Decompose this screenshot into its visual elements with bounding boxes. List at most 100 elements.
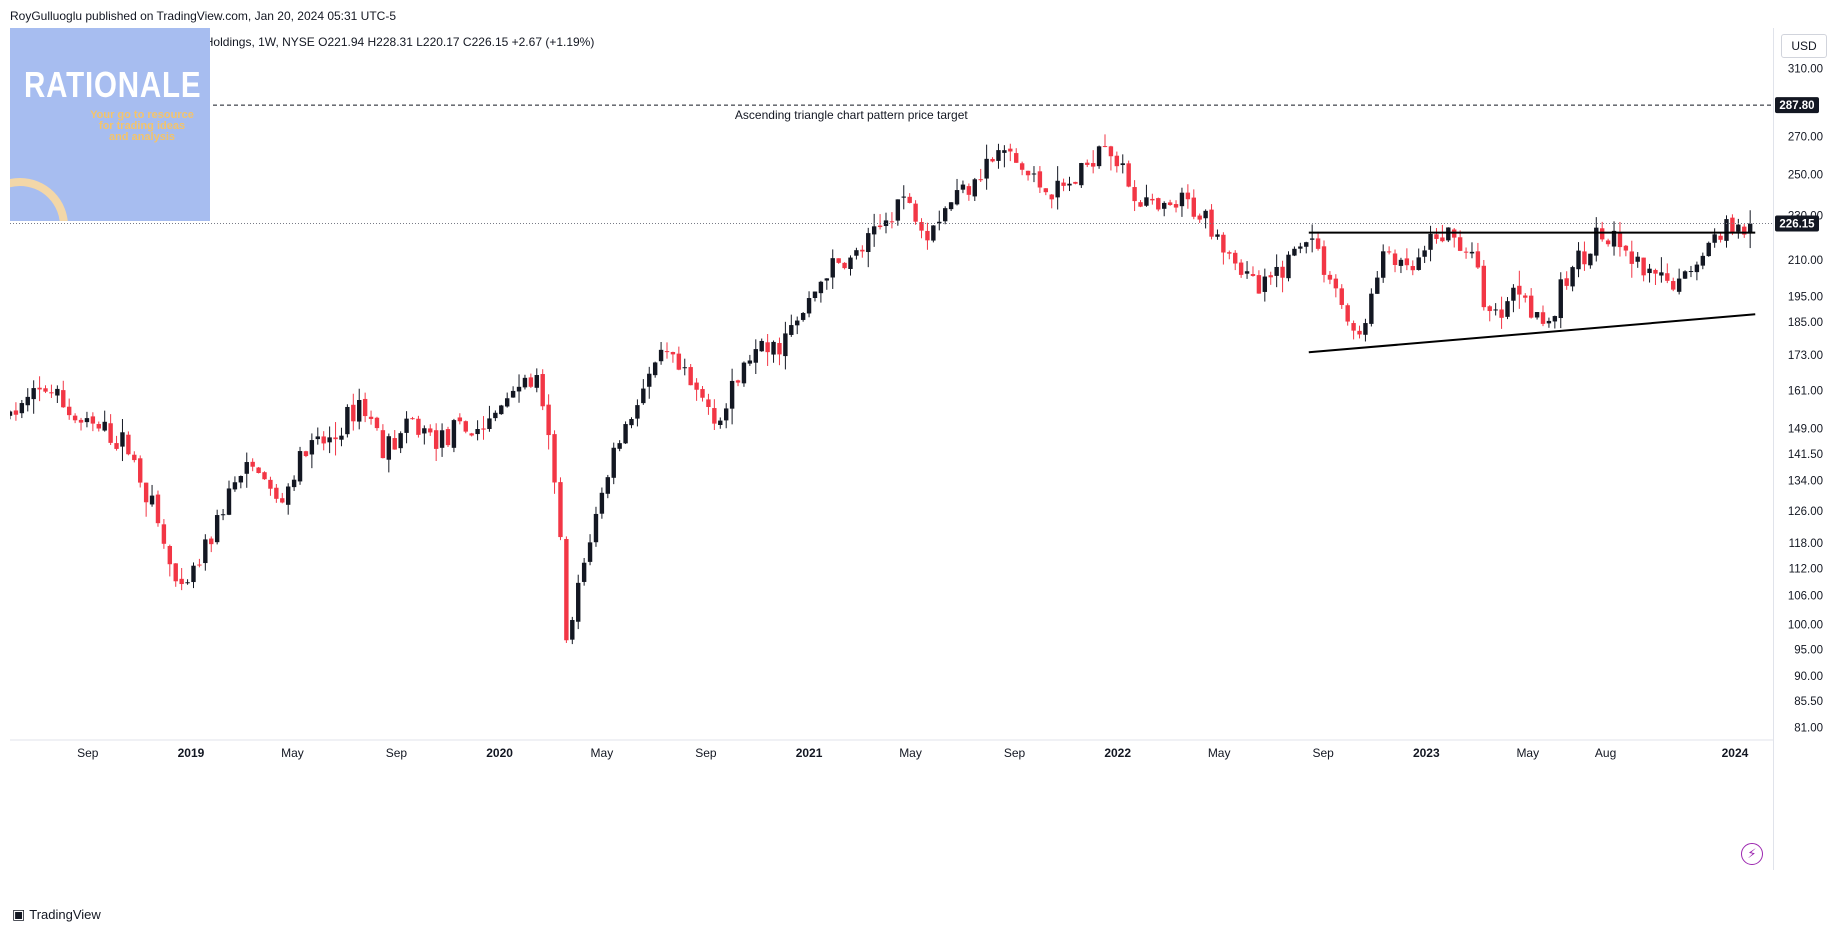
candle-body [842, 262, 847, 269]
candle [712, 399, 717, 430]
candle [1671, 277, 1676, 292]
candle-body [1706, 242, 1711, 257]
candle [735, 379, 741, 387]
candle-body [528, 377, 534, 387]
x-tick-label: 2022 [1104, 746, 1131, 760]
candle-body [723, 408, 729, 421]
lightning-icon[interactable]: ⚡ [1741, 843, 1763, 865]
candle-body [1665, 273, 1670, 281]
y-tick-label: 106.00 [1788, 591, 1823, 603]
candle [688, 363, 693, 386]
candle-body [1185, 192, 1191, 200]
candle [996, 143, 1001, 169]
candle [203, 534, 208, 571]
candle [883, 212, 889, 234]
candle [1014, 148, 1019, 163]
candle [309, 433, 315, 469]
candle [1398, 257, 1404, 274]
candle [1238, 259, 1244, 278]
candle-body [398, 433, 403, 449]
candle-body [1469, 251, 1475, 254]
candle [676, 346, 682, 371]
candle [1002, 145, 1007, 168]
candle [629, 417, 634, 429]
candle-body [1268, 275, 1273, 278]
support-trendline[interactable] [1308, 313, 1756, 354]
candle-body [599, 492, 605, 514]
candle [647, 366, 652, 399]
candle [984, 144, 989, 190]
x-tick-label: 2020 [486, 746, 513, 760]
candle [540, 369, 545, 411]
candle [966, 183, 972, 201]
candle-body [676, 353, 682, 370]
candle-body [351, 404, 356, 422]
candle [108, 414, 113, 446]
candle [1008, 143, 1013, 162]
candle [78, 417, 84, 431]
candle-body [1463, 251, 1469, 253]
candle-body [694, 382, 699, 390]
currency-label[interactable]: USD [1781, 34, 1827, 58]
candle [658, 342, 664, 365]
candle-body [1292, 248, 1297, 256]
candle [499, 404, 504, 415]
candle [1144, 184, 1149, 207]
candle-body [581, 562, 587, 582]
candle [889, 212, 895, 229]
candle-body [1688, 271, 1694, 273]
candle-body [889, 221, 895, 223]
candle-body [1428, 233, 1433, 250]
price-axis[interactable]: 310.00270.00250.00230.00210.00195.00185.… [1773, 28, 1835, 870]
candle-body [1250, 274, 1256, 276]
candle [1150, 193, 1155, 205]
candle-body [635, 405, 640, 419]
candle-body [132, 454, 137, 461]
candle-body [812, 291, 818, 299]
candle-body [1599, 228, 1605, 240]
candle-body [1523, 295, 1528, 298]
candle [481, 416, 486, 440]
candle-body [1724, 219, 1729, 241]
target-price-badge-bg [1775, 97, 1819, 114]
candle-body [1386, 251, 1392, 253]
candle-body [1191, 197, 1196, 217]
candle-body [682, 367, 687, 369]
candle [504, 392, 510, 408]
candle [297, 446, 303, 485]
candle-body [1410, 266, 1415, 271]
candle [422, 425, 427, 445]
candle-body [522, 377, 528, 388]
y-tick-label: 161.00 [1788, 385, 1823, 397]
candle [1043, 188, 1049, 196]
candle-body [1256, 275, 1262, 294]
candle [925, 222, 930, 250]
candle-body [55, 388, 60, 396]
candle [694, 378, 699, 401]
candle-body [540, 374, 545, 407]
candle [605, 474, 611, 499]
candle-body [1487, 306, 1492, 312]
candle [327, 426, 332, 454]
candle [244, 452, 249, 488]
candle-body [806, 298, 812, 314]
x-tick-label: Sep [695, 746, 717, 760]
candle [635, 399, 640, 427]
candle [972, 177, 977, 201]
candle [72, 413, 78, 424]
footer-brand[interactable]: ▣ TradingView [12, 906, 101, 923]
candle [937, 210, 942, 231]
candle-body [197, 564, 202, 566]
candle [1641, 257, 1646, 282]
candle [1392, 249, 1398, 273]
price-chart[interactable]: Sep 2019 May Sep 2020 May Sep 2021 May Sep 2022 May… [10, 28, 1773, 870]
candle [1676, 268, 1682, 295]
candle [1096, 145, 1102, 169]
y-tick-label: 134.00 [1788, 476, 1823, 488]
candle [564, 536, 569, 643]
candle-body [1416, 257, 1421, 270]
candle [416, 415, 421, 438]
candle [1463, 247, 1469, 259]
candle-body [1321, 246, 1327, 275]
candle [1724, 215, 1729, 248]
